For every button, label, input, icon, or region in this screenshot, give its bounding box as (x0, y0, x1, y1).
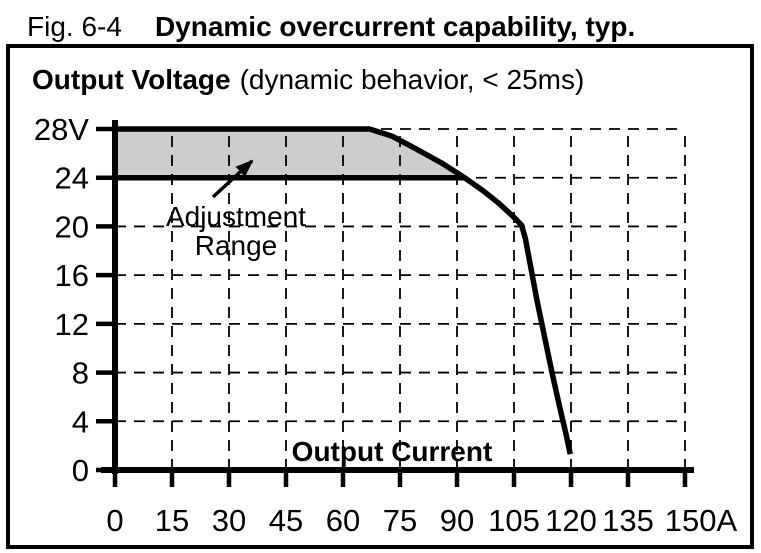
overcurrent-capability-curve (115, 126, 573, 455)
x-tick-label-105: 105 (488, 503, 540, 538)
x-tick-label-150A: 150A (665, 503, 738, 538)
figure-title: Fig. 6-4 Dynamic overcurrent capability, … (27, 11, 635, 43)
x-tick-label-15: 15 (155, 503, 189, 538)
x-tick-label-135: 135 (602, 503, 654, 538)
adjustment-range-region (115, 129, 465, 178)
adjustment-range-arrow (211, 159, 254, 199)
chart-condition-note: (dynamic behavior, < 25ms) (239, 64, 585, 95)
x-tick-label-0: 0 (106, 503, 123, 538)
y-axis-title: Output Voltage (32, 64, 231, 95)
adjustment-range-label-line2: Range (195, 230, 278, 261)
y-tick-label-4: 4 (72, 404, 89, 439)
y-tick-label-24: 24 (55, 161, 89, 196)
adjustment-range-label-line1: Adjustment (166, 201, 306, 232)
chart-header: Output Voltage (dynamic behavior, < 25ms) (32, 64, 584, 96)
y-tick-label-8: 8 (72, 356, 89, 391)
x-tick-label-120: 120 (545, 503, 597, 538)
figure-name: Dynamic overcurrent capability, typ. (154, 11, 636, 42)
x-tick-label-30: 30 (212, 503, 246, 538)
y-tick-label-0: 0 (72, 453, 89, 488)
x-tick-label-60: 60 (326, 503, 360, 538)
x-tick-label-45: 45 (269, 503, 303, 538)
y-tick-label-16: 16 (55, 258, 89, 293)
x-tick-label-90: 90 (440, 503, 474, 538)
y-tick-label-28V: 28V (34, 112, 89, 147)
figure-number: Fig. 6-4 (27, 11, 122, 42)
y-tick-label-20: 20 (55, 209, 89, 244)
y-tick-label-12: 12 (55, 307, 89, 342)
x-tick-label-75: 75 (383, 503, 417, 538)
x-axis-title: Output Current (292, 436, 493, 467)
